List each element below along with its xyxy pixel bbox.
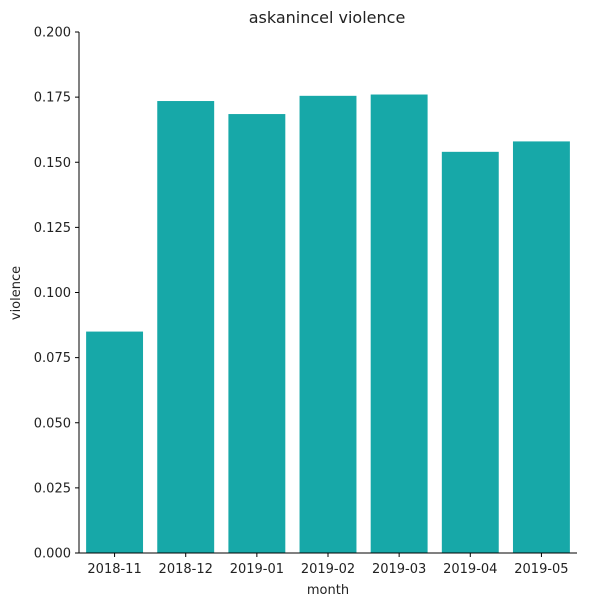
y-tick-label: 0.175 [34, 91, 71, 106]
bar-2019-03 [370, 94, 428, 554]
y-tick-label: 0.000 [34, 547, 71, 562]
bar-2019-02 [299, 95, 357, 553]
x-axis-label: month [307, 583, 349, 598]
x-tick-label: 2019-05 [514, 562, 568, 577]
bar-2018-12 [157, 101, 215, 553]
y-tick-label: 0.200 [34, 26, 71, 41]
x-axis: 2018-11 2018-12 2019-01 2019-02 2019-03 2019-… [79, 552, 577, 577]
y-axis-label: violence [9, 266, 24, 320]
bar-2019-01 [228, 114, 286, 554]
bar-2018-11 [86, 331, 144, 553]
y-tick-label: 0.050 [34, 416, 71, 431]
y-tick-label: 0.150 [34, 156, 71, 171]
x-tick-label: 2019-02 [301, 562, 355, 577]
x-tick-label: 2018-12 [159, 562, 213, 577]
chart-title: askanincel violence [249, 8, 406, 27]
x-tick-label: 2019-01 [230, 562, 284, 577]
x-tick-label: 2019-03 [372, 562, 426, 577]
x-tick-label: 2019-04 [443, 562, 497, 577]
y-tick-label: 0.100 [34, 286, 71, 301]
bar-2019-04 [441, 151, 499, 553]
x-tick-label: 2018-11 [87, 562, 141, 577]
y-tick-label: 0.075 [34, 351, 71, 366]
bars-group [86, 94, 570, 554]
y-tick-label: 0.025 [34, 481, 71, 496]
y-tick-label: 0.125 [34, 221, 71, 236]
y-axis: 0.000 0.025 0.050 0.075 0.100 0.125 0.150 0.175… [34, 26, 80, 562]
bar-2019-05 [512, 141, 570, 553]
